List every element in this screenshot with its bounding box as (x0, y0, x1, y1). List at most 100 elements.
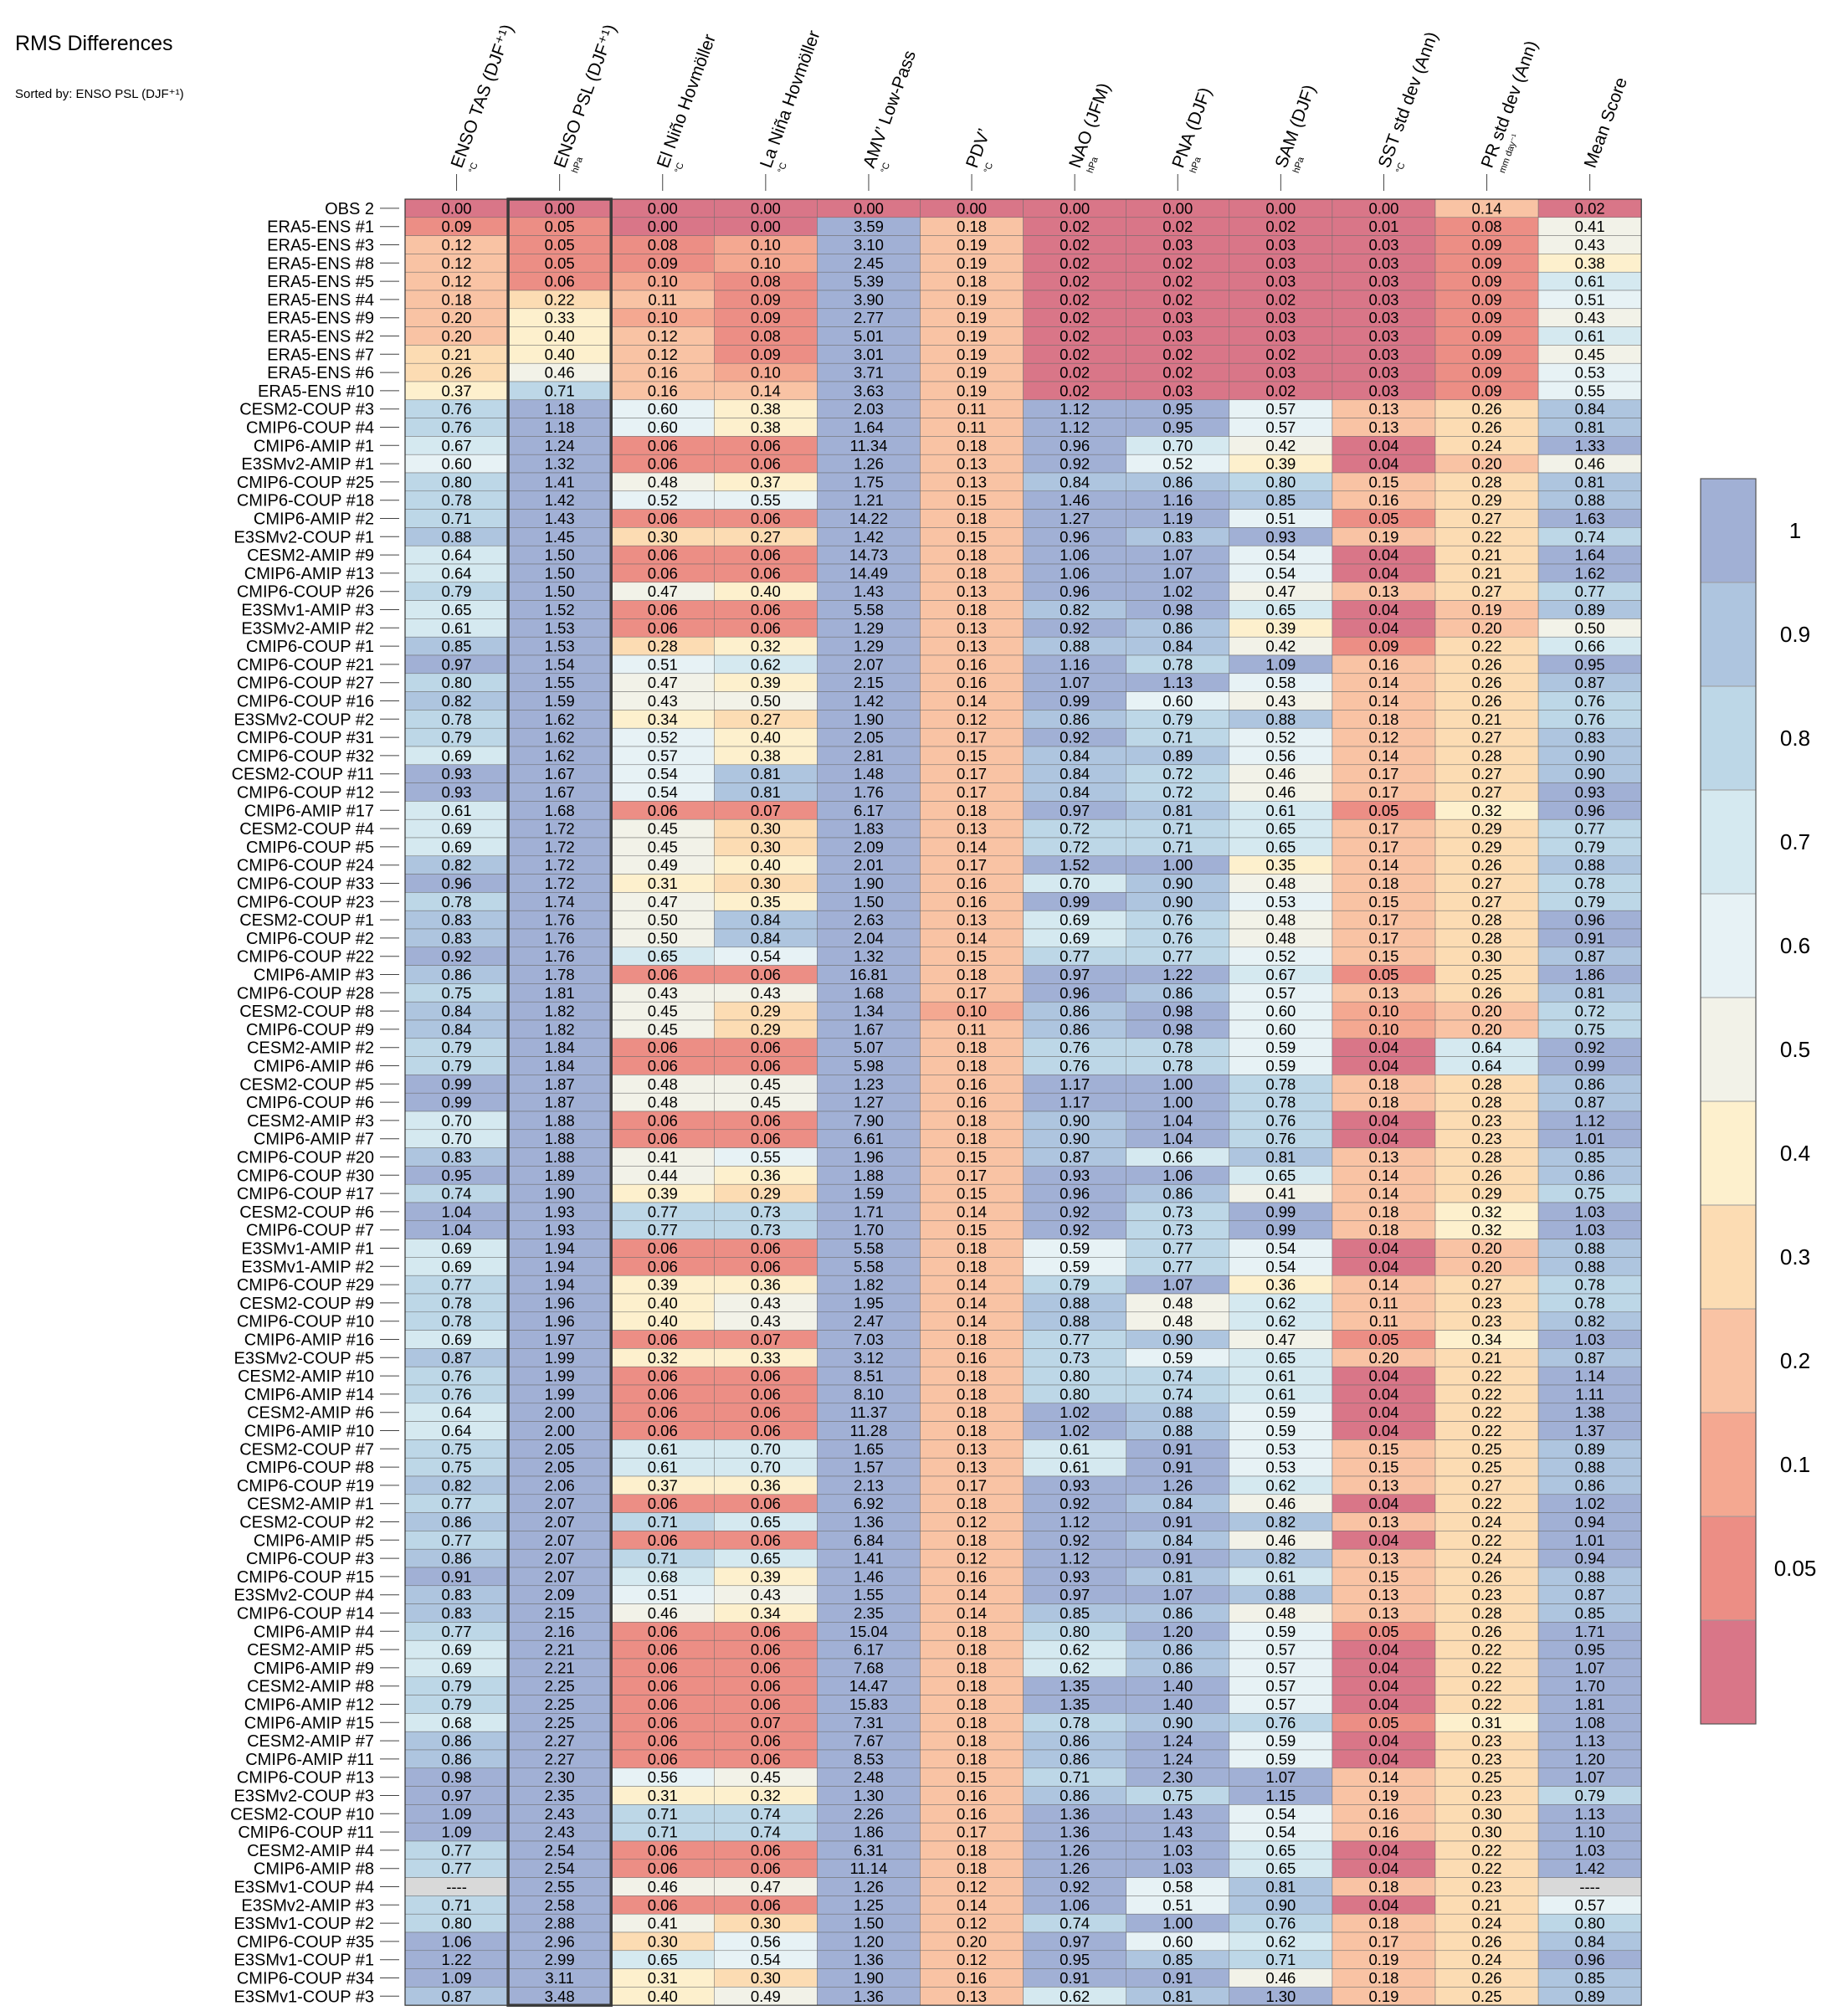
cell-value: 0.09 (1472, 309, 1502, 326)
cell-value: 0.21 (442, 346, 472, 363)
cell-value: 0.13 (957, 820, 987, 838)
cell-value: 0.90 (1162, 875, 1193, 892)
cell-value: 0.95 (1162, 400, 1193, 418)
cell-value: 0.57 (1265, 1677, 1296, 1695)
row-label: CMIP6-COUP #12 (237, 784, 374, 803)
cell-value: 0.72 (1060, 838, 1090, 855)
cell-value: 0.10 (1368, 1003, 1398, 1020)
column-headers: ENSO TAS (DJF⁺¹)°C ENSO PSL (DJF⁺¹)hPa El … (448, 22, 1631, 191)
cell-value: 0.29 (1472, 838, 1502, 855)
cell-value: 0.18 (957, 1531, 987, 1549)
cell-value: 1.00 (1162, 1915, 1193, 1932)
row-label: CESM2-AMIP #9 (247, 546, 374, 565)
cell-value: 1.81 (1575, 1695, 1605, 1713)
cell-value: 1.02 (1575, 1495, 1605, 1512)
cell-value: 0.85 (1060, 1604, 1090, 1622)
cell-value: 0.69 (442, 1641, 472, 1659)
cell-value: 1.82 (545, 1003, 575, 1020)
row-label: CMIP6-COUP #14 (237, 1605, 374, 1624)
cell-value: 0.19 (957, 236, 987, 254)
cell-value: 0.55 (1575, 382, 1605, 399)
colorbar-segment (1700, 789, 1757, 895)
cell-value: 0.18 (957, 1495, 987, 1512)
cell-value: 0.00 (1265, 199, 1296, 217)
cell-value: 0.17 (1368, 783, 1398, 801)
cell-value: 0.16 (957, 1969, 987, 1987)
cell-value: 0.29 (751, 1020, 781, 1038)
cell-value: 0.20 (1472, 619, 1502, 637)
cell-value: 0.64 (442, 564, 472, 582)
cell-value: 0.74 (1162, 1367, 1193, 1385)
cell-value: 0.91 (1060, 1969, 1090, 1987)
cell-value: 0.60 (442, 455, 472, 473)
cell-value: 0.05 (1368, 1714, 1398, 1731)
row-label: CMIP6-AMIP #7 (254, 1131, 374, 1149)
cell-value: 0.18 (957, 1659, 987, 1676)
cell-value: 0.99 (442, 1075, 472, 1093)
cell-value: 0.20 (1472, 1239, 1502, 1257)
cell-value: 0.03 (1368, 382, 1398, 399)
cell-value: 0.32 (751, 638, 781, 655)
cell-value: 0.48 (1162, 1312, 1193, 1330)
cell-value: 0.88 (1575, 1258, 1605, 1275)
cell-value: 0.44 (648, 1167, 678, 1184)
cell-value: 0.06 (648, 1750, 678, 1767)
row-label: CESM2-COUP #4 (239, 820, 374, 839)
cell-value: 0.03 (1368, 364, 1398, 382)
cell-value: 1.84 (545, 1057, 575, 1075)
cell-value: 0.16 (957, 1787, 987, 1804)
cell-value: 2.63 (854, 911, 884, 929)
cell-value: 0.14 (1368, 692, 1398, 710)
cell-value: 0.15 (957, 1768, 987, 1786)
cell-value: 0.78 (1575, 1294, 1605, 1311)
row-label: CESM2-AMIP #6 (247, 1404, 374, 1423)
cell-value: 1.52 (545, 601, 575, 618)
cell-value: ---- (446, 1878, 467, 1895)
cell-value: 0.97 (1060, 1932, 1090, 1950)
column-header: Mean Score (1581, 74, 1631, 170)
cell-value: 0.76 (1575, 692, 1605, 710)
cell-value: 0.54 (648, 765, 678, 782)
cell-value: 1.76 (545, 929, 575, 946)
cell-value: 0.38 (751, 400, 781, 418)
cell-value: 0.18 (957, 564, 987, 582)
cell-value: 0.12 (442, 273, 472, 290)
cell-value: 0.04 (1368, 1367, 1398, 1385)
cell-value: 2.99 (545, 1951, 575, 1968)
cell-value: 0.67 (442, 437, 472, 454)
cell-value: 0.28 (1472, 473, 1502, 490)
cell-value: 0.23 (1472, 1312, 1502, 1330)
cell-value: 0.56 (648, 1768, 678, 1786)
cell-value: 0.06 (751, 1896, 781, 1914)
cell-value: 0.71 (1265, 1951, 1296, 1968)
cell-value: 0.06 (648, 601, 678, 618)
cell-value: 0.13 (1368, 1476, 1398, 1494)
cell-value: 1.27 (1060, 510, 1090, 527)
cell-value: 0.45 (648, 838, 678, 855)
cell-value: 0.77 (442, 1860, 472, 1877)
column-name: AMV’ Low-Pass (860, 48, 920, 170)
cell-value: 0.17 (957, 1824, 987, 1841)
cell-value: 0.61 (1575, 273, 1605, 290)
cell-value: 0.00 (648, 218, 678, 235)
cell-value: 0.74 (1060, 1915, 1090, 1932)
cell-value: 0.58 (1265, 674, 1296, 691)
row-label: CMIP6-COUP #2 (246, 930, 374, 948)
row-label: CMIP6-COUP #33 (237, 875, 374, 894)
cell-value: 0.18 (957, 437, 987, 454)
row-label: CMIP6-COUP #22 (237, 948, 374, 967)
column-header: ENSO PSL (DJF⁺¹)hPa (551, 22, 620, 174)
column-name: El Niño Hovmöller (654, 32, 720, 171)
cell-value: 1.83 (854, 820, 884, 838)
cell-value: 1.72 (545, 856, 575, 874)
cell-value: 0.30 (1472, 1824, 1502, 1841)
cell-value: 0.14 (957, 1203, 987, 1220)
cell-value: 1.17 (1060, 1094, 1090, 1111)
cell-value: 0.71 (648, 1805, 678, 1823)
cell-value: 0.18 (957, 1367, 987, 1385)
cell-value: 0.93 (1060, 1567, 1090, 1585)
cell-value: 0.40 (545, 327, 575, 345)
row-label: E3SMv1-COUP #1 (234, 1952, 374, 1970)
cell-value: 0.21 (1472, 1896, 1502, 1914)
cell-value: 0.09 (1472, 346, 1502, 363)
